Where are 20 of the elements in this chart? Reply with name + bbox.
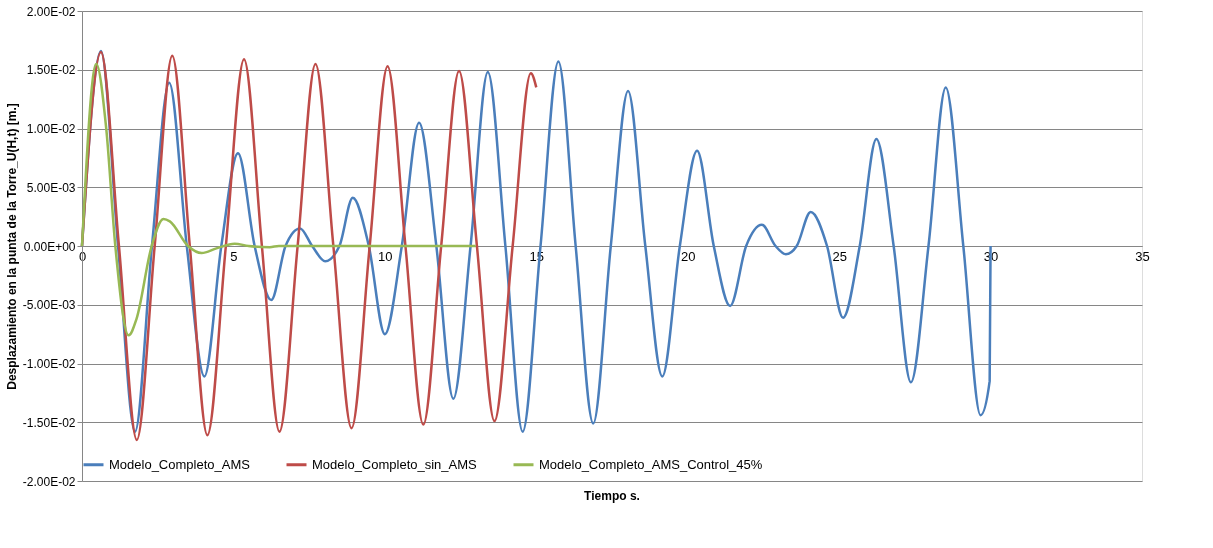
y-tick-label: -5.00E-03 [22, 298, 76, 313]
y-tick-label: 1.00E-02 [26, 122, 76, 136]
y-tick-label: 1.50E-02 [26, 63, 76, 78]
x-tick-label: 35 [1135, 248, 1150, 264]
line-series [80, 62, 477, 337]
x-tick-label: 5 [230, 248, 238, 264]
y-tick-label: 0.00E+00 [23, 239, 76, 254]
y-tick-label: -1.50E-02 [22, 415, 76, 430]
legend-label: Modelo_Completo_AMS_Control_45% [539, 456, 763, 472]
x-tick-label: 10 [378, 248, 393, 264]
y-tick-label: -2.00E-02 [22, 474, 76, 489]
legend-label: Modelo_Completo_sin_AMS [312, 456, 478, 472]
y-tick-label: 2.00E-02 [26, 4, 76, 19]
legend-label: Modelo_Completo_AMS [109, 456, 251, 472]
x-tick-label: 20 [680, 248, 696, 264]
y-tick-label: 5.00E-03 [26, 180, 76, 195]
x-axis-title: Tiempo s. [584, 489, 640, 503]
y-tick-label: -1.00E-02 [22, 357, 76, 371]
x-tick-label: 25 [832, 248, 847, 264]
y-axis-title: Desplazamiento en la punta de la Torre_U(H,t) [m.] [4, 103, 19, 390]
